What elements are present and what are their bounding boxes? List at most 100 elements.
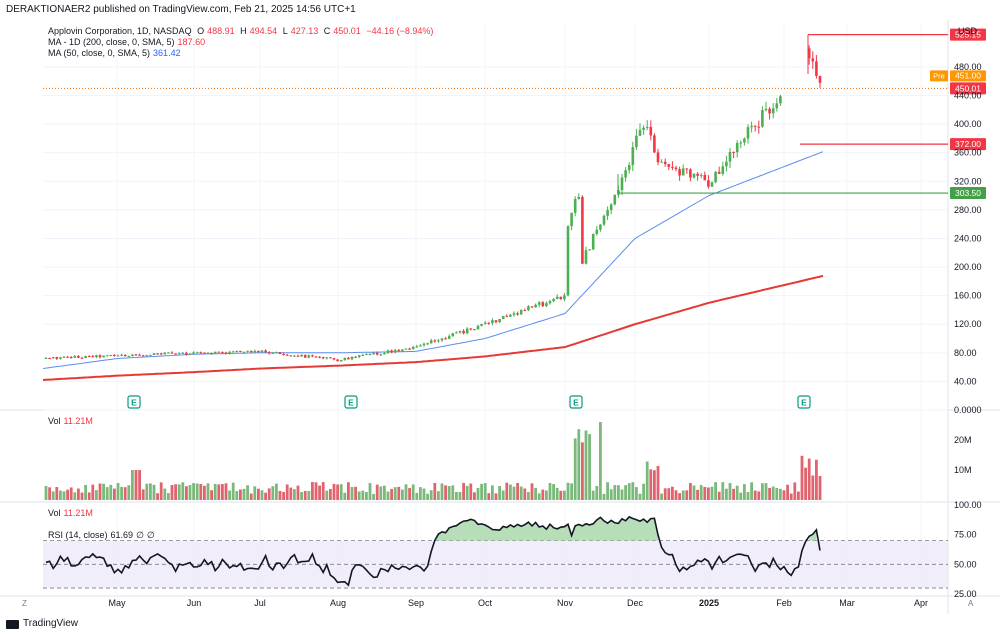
earnings-marker-text: E	[131, 398, 137, 408]
candle-body	[563, 295, 566, 300]
volume-bar	[685, 490, 689, 500]
candle-body	[195, 352, 199, 354]
candle-body	[768, 108, 771, 114]
volume-bar	[347, 482, 350, 500]
volume-bar	[527, 492, 530, 500]
volume-bar	[717, 491, 721, 500]
close-value: 450.01	[333, 26, 361, 36]
candle-body	[573, 199, 577, 213]
low-value: 427.13	[290, 26, 319, 36]
volume-bar	[105, 487, 109, 500]
volume-bar	[51, 491, 55, 500]
volume-bar	[692, 485, 696, 500]
candle-body	[591, 233, 595, 250]
candle-body	[678, 169, 681, 176]
candle-body	[390, 350, 393, 353]
candle-body	[728, 151, 732, 162]
axes: 480.00 440.00 400.00 360.00 320.00 280.00 240.…	[22, 26, 982, 608]
candle-body	[145, 355, 149, 357]
volume-bar	[703, 486, 707, 500]
volume-bar	[246, 485, 249, 500]
candle-body	[267, 352, 271, 354]
chart-svg[interactable]: 525.15 372.00 303.50 450.01 Pre 451.00 480.00…	[0, 20, 1000, 614]
volume-bar	[282, 491, 285, 500]
candle-body	[379, 354, 383, 356]
candle-body	[181, 352, 185, 354]
candle-body	[231, 351, 235, 353]
price-tick-label: 400.00	[954, 119, 982, 129]
footer-brand: TradingView	[23, 618, 79, 629]
currency-label: USD	[958, 26, 978, 36]
candle-body	[174, 353, 177, 355]
earnings-marker-box	[797, 395, 811, 409]
time-label: Mar	[839, 598, 855, 608]
candle-body	[105, 355, 109, 357]
candle-body	[113, 355, 116, 357]
candle-body	[368, 354, 372, 356]
candle-body	[303, 354, 307, 358]
candle-body	[444, 338, 447, 340]
candle-body	[746, 127, 750, 139]
footer: TradingView	[6, 614, 78, 634]
volume-bar	[62, 491, 66, 500]
volume-bar	[649, 469, 653, 500]
candle-body	[811, 58, 815, 62]
volume-bar	[386, 491, 390, 500]
volume-bar	[325, 490, 329, 500]
volume-bar	[296, 485, 300, 500]
candle-body	[595, 229, 599, 234]
chart-frame[interactable]: 525.15 372.00 303.50 450.01 Pre 451.00 480.00…	[0, 20, 1000, 614]
pre-tag-text: Pre	[933, 71, 945, 80]
volume-bar	[570, 483, 573, 500]
volume-bar	[566, 482, 570, 500]
earnings-marker-box	[569, 395, 583, 409]
candle-body	[692, 173, 696, 178]
volume-bar	[714, 482, 717, 500]
volume-bar	[699, 485, 703, 500]
level-tag-text: 303.50	[955, 188, 981, 198]
candle-body	[764, 108, 768, 111]
volume-bar	[195, 483, 199, 500]
candle-body	[743, 138, 746, 143]
candle-body	[293, 355, 296, 357]
candle-body	[249, 350, 253, 353]
volume-bar	[80, 492, 84, 500]
pre-price-text: 451.00	[955, 70, 981, 80]
candle-body	[559, 296, 563, 300]
candle-body	[120, 354, 123, 356]
rsi-tick-label: 50.00	[954, 559, 977, 569]
volume-label: Vol	[48, 416, 61, 426]
volume-bar	[159, 482, 163, 500]
volume-bar	[192, 483, 195, 500]
candle-body	[426, 343, 429, 345]
volume-bar	[671, 486, 674, 500]
volume-bar	[300, 492, 303, 500]
candle-body	[365, 354, 368, 356]
high-value: 494.54	[249, 26, 278, 36]
volume-bar	[473, 492, 476, 500]
candle-body	[350, 356, 354, 360]
volume-bar	[102, 483, 105, 500]
candle-body	[401, 349, 404, 352]
candle-body	[584, 250, 588, 264]
volume-bar	[606, 482, 609, 500]
volume-bar	[645, 461, 649, 500]
candle-body	[300, 354, 303, 357]
volume-bar	[591, 490, 595, 500]
ma200-label: MA - 1D (200, close, 0, SMA, 5)	[48, 37, 175, 47]
volume-bar	[188, 485, 192, 500]
volume-bar	[109, 484, 113, 500]
volume-bar	[818, 475, 822, 500]
candle-body	[141, 355, 145, 357]
volume-bar	[440, 483, 444, 500]
volume-bar	[174, 484, 177, 500]
candle-body	[455, 332, 458, 334]
rsi-legend: RSI (14, close) 61.69 ∅ ∅	[48, 530, 158, 541]
volume-bar	[113, 488, 116, 500]
candle-body	[462, 330, 465, 334]
candle-body	[721, 166, 725, 174]
candle-body	[307, 355, 311, 358]
candle-body	[620, 177, 624, 191]
volume-bar	[512, 486, 516, 500]
candle-body	[703, 175, 707, 181]
